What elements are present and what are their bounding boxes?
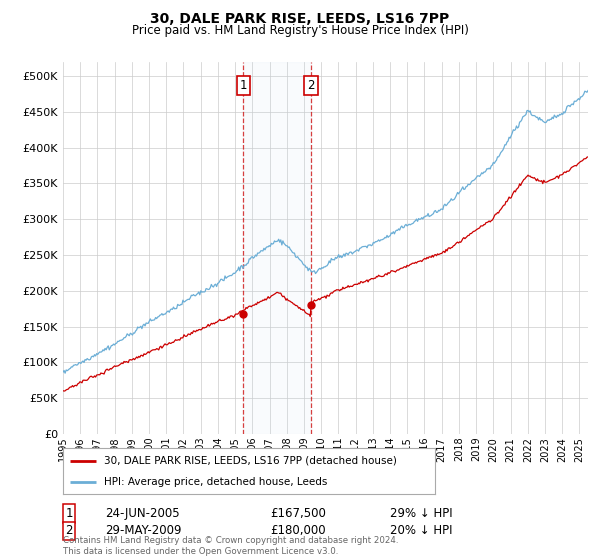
Text: 24-JUN-2005: 24-JUN-2005	[105, 507, 179, 520]
Text: 1: 1	[239, 79, 247, 92]
Text: 29% ↓ HPI: 29% ↓ HPI	[390, 507, 452, 520]
Bar	[244, 62, 311, 434]
Text: 1: 1	[65, 507, 73, 520]
Text: Contains HM Land Registry data © Crown copyright and database right 2024.
This d: Contains HM Land Registry data © Crown c…	[63, 536, 398, 556]
Text: 30, DALE PARK RISE, LEEDS, LS16 7PP (detached house): 30, DALE PARK RISE, LEEDS, LS16 7PP (det…	[104, 456, 397, 466]
Text: 29-MAY-2009: 29-MAY-2009	[105, 524, 182, 538]
Text: 30, DALE PARK RISE, LEEDS, LS16 7PP: 30, DALE PARK RISE, LEEDS, LS16 7PP	[151, 12, 449, 26]
Text: 2: 2	[65, 524, 73, 538]
Text: 20% ↓ HPI: 20% ↓ HPI	[390, 524, 452, 538]
Text: HPI: Average price, detached house, Leeds: HPI: Average price, detached house, Leed…	[104, 478, 327, 487]
Text: Price paid vs. HM Land Registry's House Price Index (HPI): Price paid vs. HM Land Registry's House …	[131, 24, 469, 36]
Text: £167,500: £167,500	[270, 507, 326, 520]
Text: 2: 2	[307, 79, 315, 92]
Text: £180,000: £180,000	[270, 524, 326, 538]
